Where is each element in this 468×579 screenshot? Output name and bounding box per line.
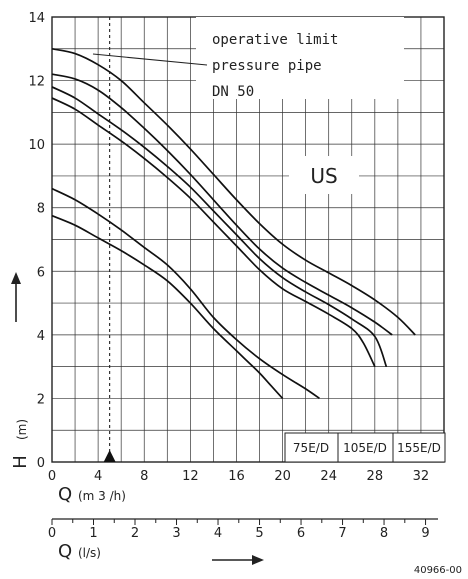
y-axis-arrow-head [11, 272, 21, 284]
secondary-tick-label: 4 [214, 526, 222, 541]
y-tick-label: 0 [37, 456, 45, 471]
model-labels-box [284, 432, 446, 463]
secondary-tick-label: 1 [89, 526, 97, 541]
secondary-tick-label: 3 [172, 526, 180, 541]
secondary-tick-label: 2 [131, 526, 139, 541]
secondary-tick-label: 9 [421, 526, 429, 541]
figure-id: 40966-00 [414, 565, 462, 576]
x-tick-label: 32 [413, 469, 430, 484]
series-line-6 [51, 47, 416, 336]
annotation-leader [92, 53, 208, 66]
secondary-x-axis-unit: (l/s) [78, 546, 101, 560]
x-tick-label: 0 [48, 469, 56, 484]
y-axis-unit: (m) [15, 419, 29, 440]
region-label-box [289, 156, 359, 194]
y-tick-label: 10 [28, 138, 45, 153]
annotation-line-2: pressure pipe [212, 58, 322, 74]
annotation-box [196, 17, 404, 99]
secondary-tick-labels: 0 1 2 3 4 5 6 7 8 9 [48, 519, 430, 541]
y-tick-label: 2 [37, 392, 45, 407]
y-tick-label: 8 [37, 202, 45, 217]
y-tick-label: 4 [37, 329, 45, 344]
y-tick-label: 12 [28, 75, 45, 90]
curves [51, 47, 416, 400]
x-tick-label: 4 [94, 469, 102, 484]
series-line-4 [51, 86, 388, 367]
x-tick-label: 16 [228, 469, 245, 484]
operating-point-marker [103, 450, 116, 462]
secondary-tick-label: 0 [48, 526, 56, 541]
series-line-5 [51, 73, 393, 336]
annotation-line-3: DN 50 [212, 84, 254, 100]
x-tick-label: 8 [140, 469, 148, 484]
y-tick-label: 6 [37, 265, 45, 280]
secondary-tick-label: 8 [380, 526, 388, 541]
annotation-line-1: operative limit [212, 32, 338, 48]
secondary-tick-label: 6 [297, 526, 305, 541]
x-axis-unit: (m 3 /h) [78, 489, 126, 503]
x-tick-label: 28 [367, 469, 384, 484]
x-tick-label: 24 [320, 469, 337, 484]
secondary-tick-label: 5 [255, 526, 263, 541]
y-axis-label: H [10, 455, 31, 469]
x-tick-label: 12 [182, 469, 199, 484]
secondary-x-axis-label: Q [58, 541, 72, 562]
series-line-3 [51, 97, 376, 368]
series-line-1 [51, 214, 284, 399]
series-line-2 [51, 187, 320, 400]
region-label: US [310, 164, 337, 188]
model-label-75: 75E/D [293, 441, 329, 455]
x-axis-label: Q [58, 484, 72, 505]
model-label-155: 155E/D [397, 441, 441, 455]
x-tick-label: 20 [274, 469, 291, 484]
model-label-105: 105E/D [343, 441, 387, 455]
x-axis-arrow-head [252, 555, 264, 565]
y-tick-label: 14 [28, 11, 45, 26]
secondary-tick-label: 7 [338, 526, 346, 541]
